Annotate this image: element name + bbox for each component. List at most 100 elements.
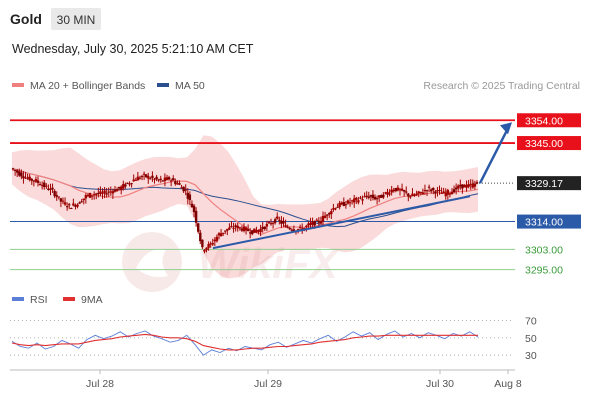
candle-body [355, 197, 358, 200]
candle-body [53, 190, 56, 197]
candle-body [74, 205, 77, 207]
candle-body [251, 230, 254, 235]
candle-body [196, 223, 200, 232]
candle-body [172, 178, 175, 181]
candle-body [461, 184, 464, 189]
candle-body [176, 183, 179, 185]
candle-body [207, 244, 210, 248]
x-tick-label-Jul 29: Jul 29 [254, 378, 282, 390]
candle-body [188, 194, 192, 201]
candle-body [344, 204, 348, 206]
candle-body [49, 188, 52, 190]
candle-body [473, 183, 477, 187]
level-label-bg-3354.00 [517, 113, 581, 128]
candle-body [425, 190, 429, 192]
candle-body [174, 181, 177, 185]
candle-body [261, 226, 264, 229]
candle-body [373, 196, 377, 200]
candle-body [357, 200, 360, 203]
candle-body [59, 198, 63, 202]
candle-body [211, 243, 214, 245]
candle-body [136, 176, 140, 181]
candle-body [265, 224, 269, 227]
candle-body [359, 197, 362, 199]
forecast-arrow-shaft [478, 127, 510, 184]
candle-body [126, 182, 129, 184]
candle-body [86, 194, 90, 196]
candle-body [377, 195, 381, 198]
candle-body [161, 180, 165, 182]
candle-body [192, 205, 196, 213]
candle-body [99, 191, 102, 194]
candle-body [190, 203, 194, 208]
ma20-legend-swatch [12, 83, 24, 87]
candle-body [103, 190, 106, 194]
candle-body [95, 193, 98, 195]
candle-body [415, 193, 418, 196]
candle-body [82, 198, 85, 201]
candle-body [203, 249, 206, 252]
candle-body [184, 189, 187, 191]
candle-body [221, 232, 225, 234]
candle-body [51, 187, 54, 190]
candle-body [194, 210, 198, 223]
candle-body [142, 173, 146, 175]
timeframe-badge[interactable] [51, 8, 101, 30]
rsi-tick-30: 30 [525, 350, 537, 362]
candle-body [120, 186, 123, 191]
candle-body [334, 208, 337, 210]
candle-body [234, 225, 237, 228]
candle-body [163, 177, 167, 182]
candle-body [346, 200, 350, 204]
support-trendline [212, 195, 471, 250]
rsi-tick-70: 70 [525, 316, 537, 328]
candle-body [267, 222, 271, 224]
candle-body [448, 193, 452, 195]
candle-body [105, 193, 108, 195]
candle-body [84, 195, 88, 199]
candle-body [438, 190, 441, 192]
candle-body [240, 228, 244, 231]
candle-body [186, 192, 189, 199]
candle-body [201, 239, 204, 248]
candle-body [90, 195, 94, 197]
candle-body [138, 177, 142, 179]
x-tick-label-Jul 30: Jul 30 [426, 378, 454, 390]
level-label-3354.00: 3354.00 [525, 115, 563, 127]
candle-body [340, 202, 343, 205]
candle-body [255, 230, 258, 233]
svg-text:WikiFX: WikiFX [198, 240, 341, 287]
candle-body [213, 239, 217, 242]
symbol-title: Gold [10, 11, 42, 27]
candle-body [278, 219, 281, 221]
candle-body [140, 176, 144, 178]
candle-body [384, 192, 387, 194]
candle-body [288, 227, 291, 230]
level-label-bg-3329.17 [517, 176, 581, 191]
candle-body [380, 195, 383, 198]
credit-label: Research © 2025 Trading Central [423, 80, 580, 92]
level-label-bg-3314.00 [517, 214, 581, 229]
candle-body [369, 195, 373, 197]
candle-body [130, 183, 133, 185]
level-label-3314.00: 3314.00 [525, 217, 563, 229]
candle-body [92, 194, 96, 196]
candle-body [80, 201, 83, 203]
candle-body [151, 175, 154, 178]
candle-body [13, 169, 17, 171]
candle-body [459, 184, 462, 187]
candle-body [178, 183, 181, 185]
candle-body [244, 227, 248, 231]
candle-body [457, 185, 460, 189]
candle-body [205, 247, 208, 251]
candle-body [144, 174, 148, 178]
rsi-ma-line [11, 333, 478, 351]
level-label-3303.00: 3303.00 [525, 244, 563, 256]
candle-body [317, 220, 321, 223]
candle-body [282, 221, 285, 224]
candle-body [65, 206, 69, 208]
candle-body [276, 216, 279, 219]
candle-body [165, 177, 169, 181]
candle-body [390, 189, 393, 193]
